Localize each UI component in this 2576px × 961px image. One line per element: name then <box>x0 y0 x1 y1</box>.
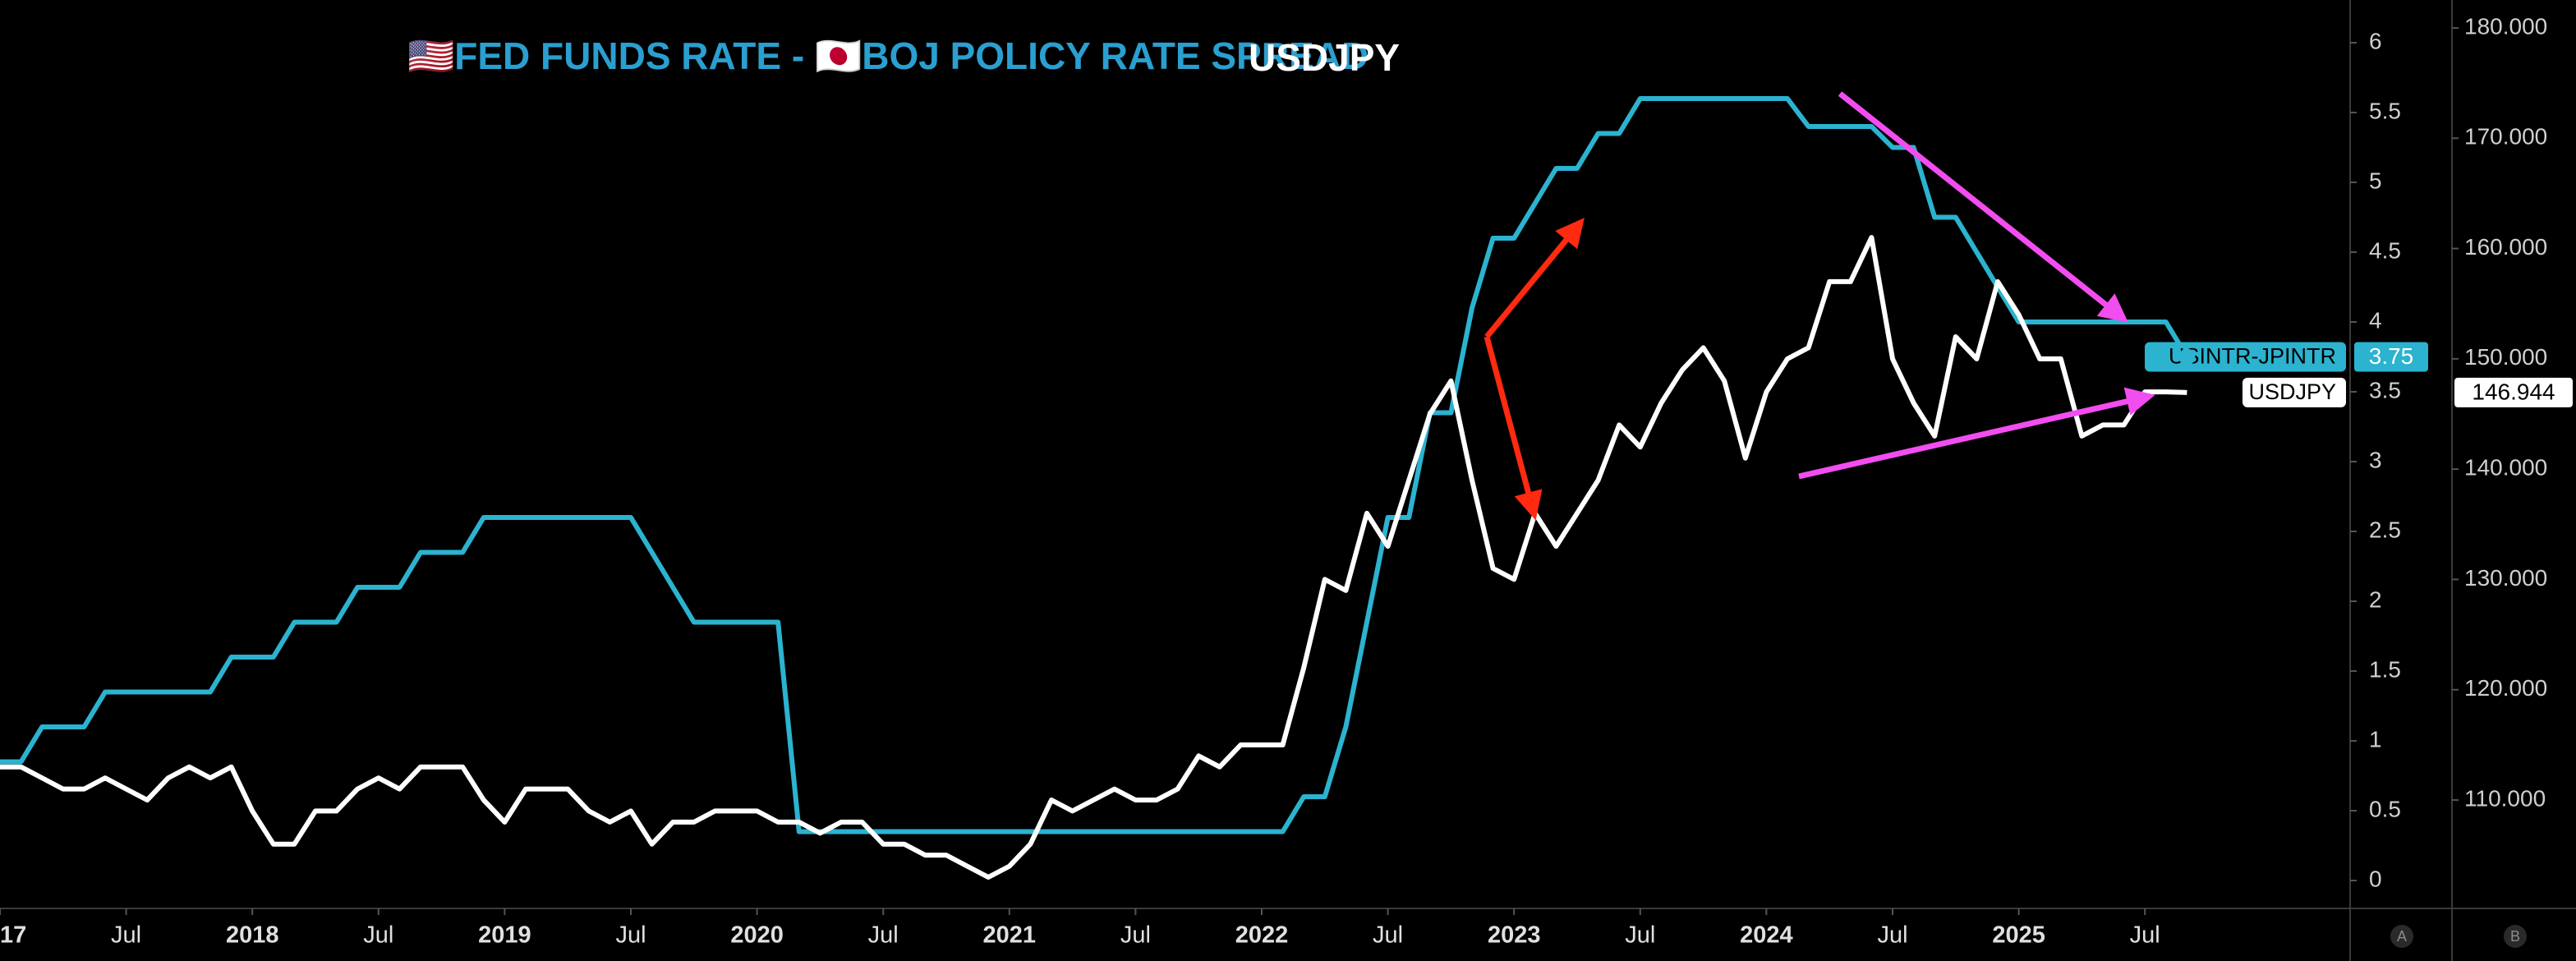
x-tick-label: Jul <box>1877 922 1907 949</box>
x-tick-label: Jul <box>111 922 141 949</box>
x-tick-label: 2023 <box>1488 922 1541 949</box>
y-tick-label: 0 <box>2369 866 2382 891</box>
y2-tick-label: 160.000 <box>2464 234 2547 260</box>
series-name-tag <box>2145 342 2346 372</box>
x-tick-label: 2024 <box>1740 922 1793 949</box>
x-tick-label: 2019 <box>478 922 531 949</box>
y2-tick-label: 150.000 <box>2464 344 2547 370</box>
axis-button[interactable] <box>2390 925 2413 948</box>
y-tick-label: 2.5 <box>2369 517 2401 542</box>
y-tick-label: 1.5 <box>2369 656 2401 682</box>
y2-tick-label: 170.000 <box>2464 124 2547 149</box>
axis-button-label: A <box>2397 928 2407 945</box>
y-tick-label: 1 <box>2369 726 2382 752</box>
arrow <box>1484 336 1543 521</box>
series-line <box>0 96 2189 835</box>
x-tick-label: 2025 <box>1992 922 2045 949</box>
annotations <box>1484 91 2155 521</box>
x-tick-label: Jul <box>1625 922 1655 949</box>
axis-button-label: B <box>2510 928 2520 945</box>
last-value-label: 146.944 <box>2472 379 2555 404</box>
y2-tick-label: 110.000 <box>2464 785 2546 811</box>
series-name: USDJPY <box>2248 379 2336 404</box>
x-tick-label: Jul <box>1120 922 1151 949</box>
axes: 0 0.5 1 1.5 2 2.5 3 3.5 4 4.5 5 5.5 6 110.000 120.000 1… <box>0 13 2573 949</box>
last-value-box <box>2354 342 2428 372</box>
y2-tick-label: 140.000 <box>2464 455 2547 480</box>
y-tick-label: 5 <box>2369 168 2382 193</box>
arrow <box>1484 218 1585 339</box>
last-value-box <box>2454 377 2573 407</box>
x-tick-label: 2018 <box>226 922 279 949</box>
y-tick-label: 3 <box>2369 447 2382 472</box>
y2-tick-label: 180.000 <box>2464 13 2547 39</box>
series-line <box>0 235 2187 880</box>
x-tick-label: 2022 <box>1235 922 1289 949</box>
x-tick-label: Jul <box>1373 922 1403 949</box>
y-tick-label: 0.5 <box>2369 796 2401 821</box>
x-tick-label: 2017 <box>0 922 26 949</box>
x-tick-label: 2021 <box>983 922 1037 949</box>
x-tick-label: Jul <box>2130 922 2160 949</box>
last-value-label: 3.75 <box>2369 343 2414 369</box>
series-name: USINTR-JPINTR <box>2169 344 2336 369</box>
axis-button[interactable] <box>2504 925 2527 948</box>
y-tick-label: 5.5 <box>2369 98 2401 123</box>
plot-area <box>0 96 2189 880</box>
series-name-tag <box>2242 377 2346 407</box>
arrow <box>1798 387 2155 480</box>
y-tick-label: 2 <box>2369 586 2382 612</box>
y-tick-label: 4 <box>2369 307 2382 333</box>
x-tick-label: Jul <box>615 922 646 949</box>
y-tick-label: 6 <box>2369 28 2382 53</box>
x-tick-label: Jul <box>868 922 899 949</box>
y-tick-label: 3.5 <box>2369 377 2401 402</box>
last-value-dot <box>2178 348 2196 366</box>
legend-label: 🇺🇸FED FUNDS RATE - 🇯🇵BOJ POLICY RATE SPR… <box>407 34 1368 77</box>
y-tick-label: 4.5 <box>2369 237 2401 263</box>
legend-label: USDJPY <box>1249 36 1400 79</box>
y2-tick-label: 120.000 <box>2464 675 2547 701</box>
arrow <box>1838 91 2128 323</box>
y2-tick-label: 130.000 <box>2464 565 2547 591</box>
x-tick-label: Jul <box>363 922 393 949</box>
x-tick-label: 2020 <box>730 922 784 949</box>
